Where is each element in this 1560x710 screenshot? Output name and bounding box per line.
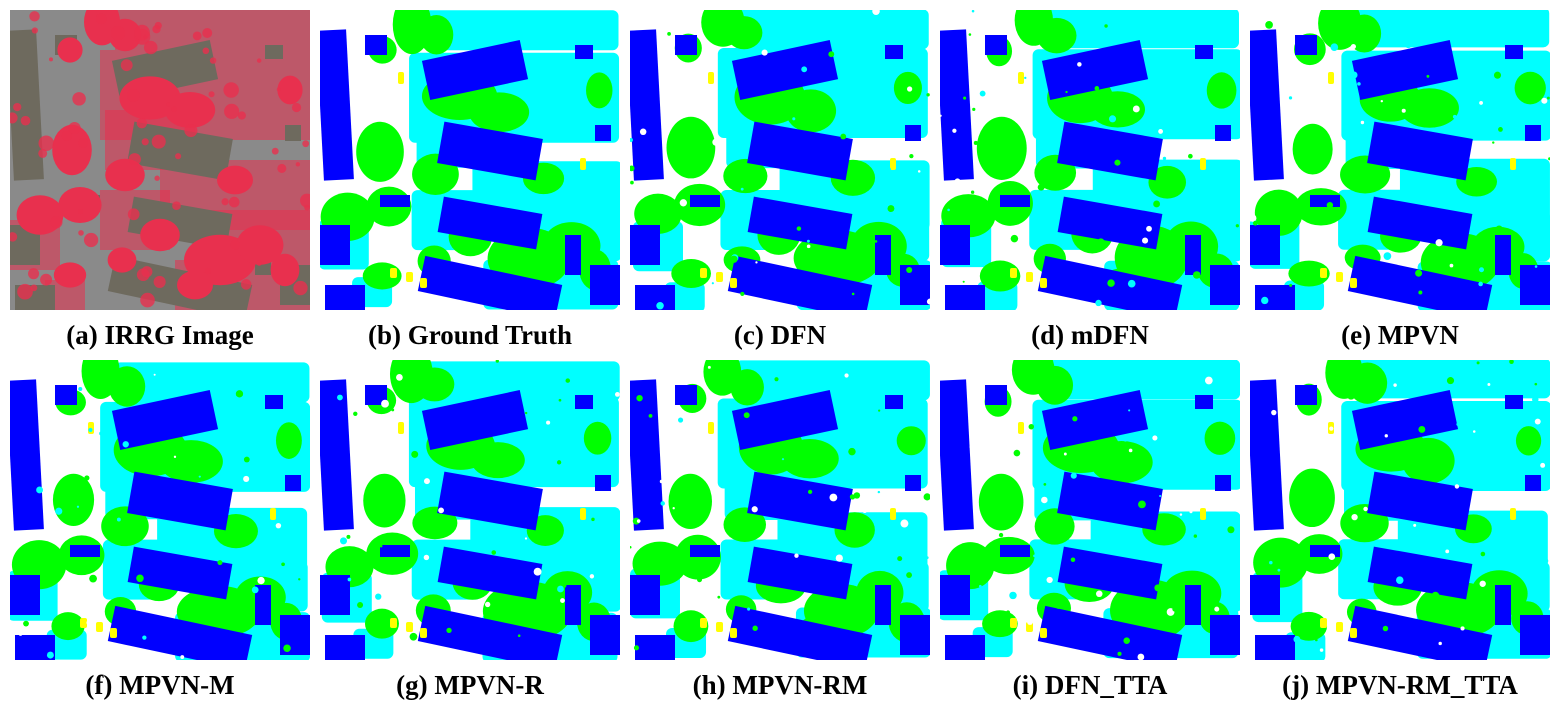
segmentation-map-mdfn bbox=[940, 10, 1240, 310]
caption-e: (e) MPVN bbox=[1341, 320, 1459, 350]
segmentation-map-mpvn-rm bbox=[630, 360, 930, 660]
caption-h: (h) MPVN-RM bbox=[692, 670, 868, 700]
segmentation-map-ground-truth bbox=[320, 10, 620, 310]
caption-d: (d) mDFN bbox=[1031, 320, 1149, 350]
segmentation-map-mpvn-r bbox=[320, 360, 620, 660]
irrg-photo bbox=[10, 10, 310, 310]
caption-f: (f) MPVN-M bbox=[85, 670, 235, 700]
panel-mpvn-rm bbox=[630, 360, 930, 660]
segmentation-map-mpvn-m bbox=[10, 360, 310, 660]
segmentation-map-dfn bbox=[630, 10, 930, 310]
caption-c: (c) DFN bbox=[733, 320, 827, 350]
panel-irrg-image bbox=[10, 10, 310, 310]
caption-j: (j) MPVN-RM_TTA bbox=[1282, 670, 1518, 700]
panel-dfn bbox=[630, 10, 930, 310]
segmentation-map-mpvn bbox=[1250, 10, 1550, 310]
caption-b: (b) Ground Truth bbox=[367, 320, 573, 350]
caption-g: (g) MPVN-R bbox=[396, 670, 544, 700]
panel-dfn-tta bbox=[940, 360, 1240, 660]
panel-mdfn bbox=[940, 10, 1240, 310]
segmentation-map-dfn-tta bbox=[940, 360, 1240, 660]
panel-mpvn-rm-tta bbox=[1250, 360, 1550, 660]
segmentation-map-mpvn-rm-tta bbox=[1250, 360, 1550, 660]
caption-a: (a) IRRG Image bbox=[66, 320, 254, 350]
panel-mpvn bbox=[1250, 10, 1550, 310]
panel-mpvn-m bbox=[10, 360, 310, 660]
panel-ground-truth bbox=[320, 10, 620, 310]
caption-i: (i) DFN_TTA bbox=[1012, 670, 1168, 700]
panel-mpvn-r bbox=[320, 360, 620, 660]
